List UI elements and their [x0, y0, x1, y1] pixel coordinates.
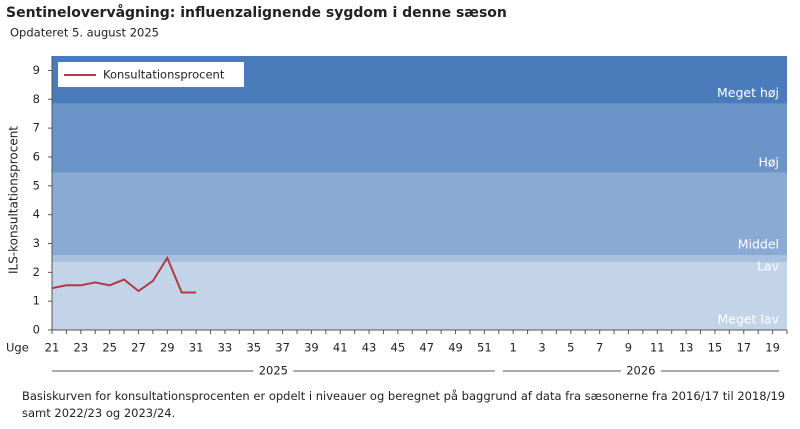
- band-label: Middel: [738, 237, 779, 252]
- x-tick-label: 23: [74, 341, 89, 355]
- x-tick-label: 51: [477, 341, 492, 355]
- band-label: Meget lav: [717, 312, 779, 327]
- x-tick-label: 47: [419, 341, 434, 355]
- x-tick-label: 19: [765, 341, 780, 355]
- chart-subtitle: Opdateret 5. august 2025: [10, 26, 159, 40]
- year-label-bg: [253, 363, 294, 379]
- x-tick-label: 37: [275, 341, 290, 355]
- y-tick-label: 6: [33, 149, 40, 163]
- x-tick-label: 35: [246, 341, 261, 355]
- x-tick-label: 27: [131, 341, 146, 355]
- y-tick-label: 0: [33, 323, 40, 337]
- level-band: [52, 103, 787, 173]
- x-tick-label: 11: [650, 341, 665, 355]
- year-label: 2025: [259, 364, 288, 378]
- y-tick-label: 9: [33, 63, 40, 77]
- y-tick-label: 4: [33, 207, 40, 221]
- x-tick-label: 41: [333, 341, 348, 355]
- x-axis-label: Uge: [6, 341, 29, 355]
- band-label: Meget høj: [717, 85, 779, 100]
- x-tick-label: 9: [625, 341, 632, 355]
- x-tick-label: 45: [391, 341, 406, 355]
- y-tick-label: 5: [33, 178, 40, 192]
- x-tick-label: 25: [102, 341, 117, 355]
- x-tick-label: 21: [45, 341, 60, 355]
- x-tick-label: 1: [510, 341, 517, 355]
- level-band: [52, 172, 787, 256]
- y-tick-label: 1: [33, 294, 40, 308]
- legend-label: Konsultationsprocent: [103, 68, 225, 82]
- note-box: Basiskurven for konsultationsprocenten e…: [22, 389, 786, 420]
- x-tick-label: 17: [736, 341, 751, 355]
- year-label-bg: [620, 363, 661, 379]
- x-tick-label: 7: [596, 341, 603, 355]
- x-tick-label: 13: [679, 341, 694, 355]
- y-tick-label: 7: [33, 121, 40, 135]
- band-label: Høj: [758, 154, 779, 169]
- x-tick-label: 15: [708, 341, 723, 355]
- note: Basiskurven for konsultationsprocenten e…: [22, 389, 786, 420]
- x-tick-label: 43: [362, 341, 377, 355]
- year-label: 2026: [626, 364, 655, 378]
- y-axis-label: ILS-konsultationsprocent: [7, 126, 21, 274]
- y-tick-label: 3: [33, 236, 40, 250]
- y-tick-label: 2: [33, 265, 40, 279]
- chart-title: Sentinelovervågning: influenzalignende s…: [6, 4, 507, 21]
- level-band: [52, 255, 787, 263]
- x-tick-label: 29: [160, 341, 175, 355]
- level-band: [52, 262, 787, 330]
- y-tick-label: 8: [33, 92, 40, 106]
- data-line: [51, 255, 197, 294]
- x-tick-label: 31: [189, 341, 204, 355]
- x-tick-label: 49: [448, 341, 463, 355]
- x-tick-label: 39: [304, 341, 319, 355]
- x-tick-label: 5: [567, 341, 574, 355]
- x-tick-label: 33: [218, 341, 233, 355]
- x-tick-label: 3: [538, 341, 545, 355]
- band-label: Lav: [757, 259, 780, 274]
